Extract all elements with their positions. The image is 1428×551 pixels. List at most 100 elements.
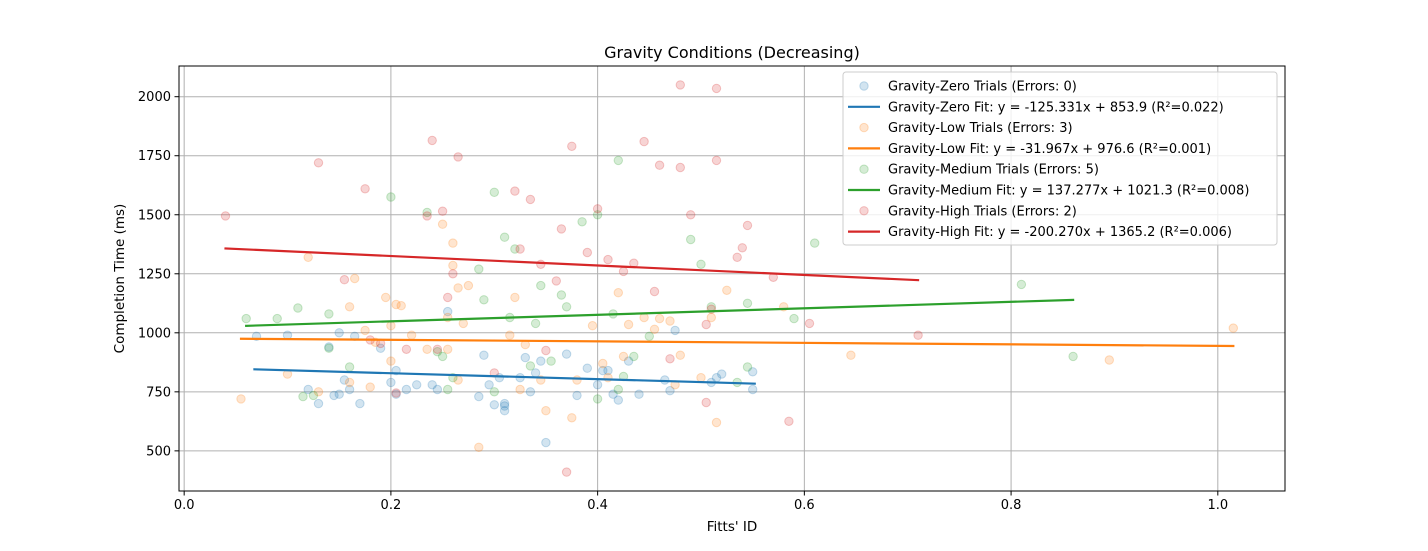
gravity-high-point — [603, 254, 613, 265]
gravity-medium-point — [293, 303, 303, 313]
gravity-high-point — [515, 244, 525, 254]
gravity-low-point — [396, 301, 406, 311]
gravity-medium-point — [432, 347, 443, 357]
gravity-high-point — [427, 135, 437, 146]
gravity-low-point — [587, 321, 598, 331]
gravity-low-point — [665, 316, 675, 326]
gravity-low-point — [448, 238, 458, 248]
gravity-medium-point — [437, 351, 448, 362]
gravity-zero-point — [572, 390, 582, 401]
gravity-zero-point — [432, 384, 443, 395]
x-tick-label: 1.0 — [1207, 498, 1228, 513]
gravity-high-point — [220, 211, 231, 221]
gravity-zero-point — [474, 391, 484, 402]
gravity-zero-point — [427, 380, 437, 390]
legend-label-gravity-zero-trials: Gravity-Zero Trials (Errors: 0) — [888, 80, 1077, 95]
gravity-high-point — [639, 136, 649, 147]
gravity-low-point — [344, 302, 355, 312]
gravity-low-point — [1104, 355, 1115, 365]
gravity-high-point — [592, 204, 603, 214]
gravity-high-point — [742, 220, 753, 231]
gravity-low-point — [406, 330, 417, 340]
gravity-zero-point — [608, 389, 618, 399]
gravity-zero-point — [489, 400, 499, 410]
legend-label-gravity-low-fit: Gravity-Low Fit: y = -31.967x + 976.6 (R… — [888, 142, 1211, 157]
gravity-high-point — [732, 252, 742, 262]
gravity-low-point — [448, 260, 458, 271]
gravity-medium-point — [686, 234, 696, 245]
gravity-low-point — [711, 417, 722, 428]
gravity-zero-point — [334, 389, 344, 399]
gravity-low-point — [443, 344, 453, 354]
gravity-low-point — [463, 280, 474, 291]
gravity-medium-point — [742, 298, 753, 308]
gravity-medium-fit-line — [245, 298, 1075, 327]
gravity-high-point — [665, 354, 675, 364]
gravity-high-point — [525, 194, 536, 205]
y-tick-label: 2000 — [138, 90, 171, 105]
gravity-medium-point — [536, 280, 546, 291]
legend-label-gravity-medium-fit: Gravity-Medium Fit: y = 137.277x + 1021.… — [888, 184, 1249, 199]
gravity-zero-point — [541, 437, 551, 448]
gravity-high-point — [443, 292, 453, 303]
gravity-high-point — [313, 158, 324, 168]
y-tick-label: 1750 — [138, 149, 171, 164]
y-tick-label: 1500 — [138, 208, 171, 223]
gravity-high-point — [675, 162, 685, 173]
gravity-low-point — [303, 252, 313, 262]
gravity-high-point — [675, 80, 685, 90]
legend-label-gravity-high-trials: Gravity-High Trials (Errors: 2) — [888, 204, 1077, 219]
gravity-zero-point — [303, 384, 313, 395]
gravity-high-point — [391, 388, 401, 398]
gravity-low-point — [386, 321, 396, 331]
x-tick-label: 0.0 — [174, 498, 195, 513]
gravity-low-point — [618, 351, 629, 362]
gravity-zero-point — [603, 365, 613, 376]
gravity-low-point — [623, 319, 634, 330]
gravity-high-point — [701, 397, 711, 408]
gravity-high-point — [536, 259, 546, 269]
gravity-low-point — [365, 382, 375, 392]
gravity-medium-point — [1016, 279, 1027, 290]
gravity-medium-point — [422, 207, 432, 218]
gravity-medium-point — [479, 295, 489, 305]
gravity-medium-point — [510, 244, 520, 254]
gravity-zero-point — [525, 387, 536, 397]
legend-label-gravity-zero-fit: Gravity-Zero Fit: y = -125.331x + 853.9 … — [888, 100, 1224, 115]
gravity-zero-point — [613, 395, 623, 405]
gravity-medium-point — [629, 351, 639, 362]
gravity-zero-point — [717, 369, 727, 379]
gravity-low-fit-line — [239, 337, 1235, 348]
gravity-medium-point — [546, 356, 556, 366]
gravity-medium-point — [489, 387, 499, 397]
gravity-zero-point — [670, 325, 680, 336]
gravity-high-point — [448, 269, 458, 279]
gravity-low-point — [236, 394, 246, 404]
x-axis-label: Fitts' ID — [707, 519, 758, 535]
gravity-medium-point — [613, 384, 623, 395]
legend-frame — [842, 71, 1278, 246]
gravity-medium-point — [789, 313, 799, 324]
gravity-low-point — [675, 350, 685, 360]
gravity-zero-point — [391, 389, 401, 399]
gravity-zero-point — [561, 349, 572, 359]
gravity-low-point — [541, 406, 551, 416]
gravity-low-point — [422, 344, 432, 354]
gravity-zero-point — [748, 367, 758, 377]
gravity-low-point — [474, 442, 484, 452]
gravity-zero-point — [313, 398, 324, 409]
gravity-high-point — [432, 344, 443, 354]
y-tick-label: 500 — [146, 444, 171, 459]
gravity-high-point — [556, 224, 567, 234]
gravity-low-point — [1228, 323, 1239, 333]
gravity-medium-point — [742, 362, 753, 372]
gravity-medium-point — [696, 259, 706, 269]
gravity-zero-point — [324, 342, 334, 352]
gravity-low-point — [515, 384, 525, 395]
scatter-points — [220, 80, 1239, 477]
gravity-low-point — [350, 273, 360, 284]
gravity-zero-point — [443, 306, 453, 317]
gravity-zero-point — [634, 389, 644, 399]
gravity-medium-point — [386, 192, 396, 202]
gravity-low-point — [846, 350, 856, 360]
